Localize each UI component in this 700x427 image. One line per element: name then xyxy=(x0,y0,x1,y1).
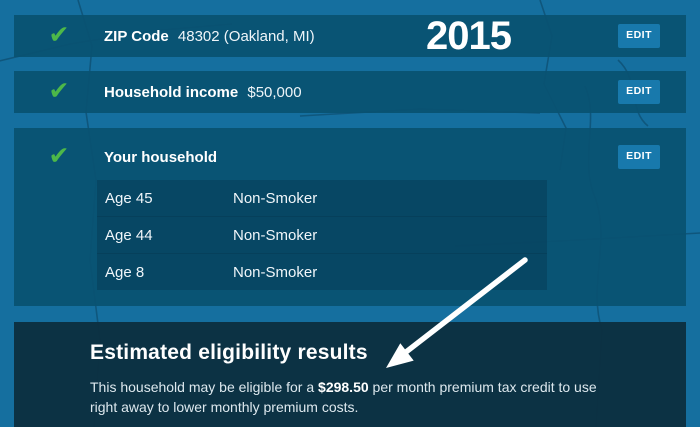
member-smoker-status: Non-Smoker xyxy=(233,263,318,281)
household-income-panel: ✔ Household income $50,000 EDIT xyxy=(14,71,686,113)
member-age: Age 44 xyxy=(105,226,153,244)
income-text: Household income $50,000 xyxy=(104,84,302,101)
member-age: Age 8 xyxy=(105,263,145,281)
household-members-table: Age 45 Non-Smoker Age 44 Non-Smoker Age … xyxy=(97,180,547,290)
household-edit-button[interactable]: EDIT xyxy=(618,145,660,169)
table-row: Age 45 Non-Smoker xyxy=(97,180,547,216)
zip-code-value: 48302 (Oakland, MI) xyxy=(177,27,315,45)
zip-code-label: ZIP Code xyxy=(104,27,169,45)
results-text-after: per month premium tax credit to use righ… xyxy=(90,379,597,415)
results-text: This household may be eligible for a $29… xyxy=(90,377,602,417)
eligibility-results-panel: Estimated eligibility results This house… xyxy=(14,322,686,427)
your-household-panel: ✔ Your household EDIT Age 45 Non-Smoker … xyxy=(14,128,686,306)
zip-edit-button[interactable]: EDIT xyxy=(618,24,660,48)
table-row: Age 44 Non-Smoker xyxy=(97,216,547,253)
check-icon: ✔ xyxy=(48,20,70,49)
check-icon: ✔ xyxy=(48,141,70,170)
income-value: $50,000 xyxy=(247,83,302,101)
household-label: Your household xyxy=(104,148,218,166)
zip-code-text: ZIP Code 48302 (Oakland, MI) xyxy=(104,28,315,45)
year-badge: 2015 xyxy=(426,14,512,58)
income-label: Household income xyxy=(104,83,239,101)
premium-amount: $298.50 xyxy=(318,379,369,395)
member-age: Age 45 xyxy=(105,189,153,207)
member-smoker-status: Non-Smoker xyxy=(233,189,318,207)
member-smoker-status: Non-Smoker xyxy=(233,226,318,244)
table-row: Age 8 Non-Smoker xyxy=(97,253,547,290)
results-text-before: This household may be eligible for a xyxy=(90,379,319,395)
zip-code-panel: ✔ ZIP Code 48302 (Oakland, MI) EDIT 2015 xyxy=(14,15,686,57)
check-icon: ✔ xyxy=(48,76,70,105)
results-title: Estimated eligibility results xyxy=(90,341,368,364)
income-edit-button[interactable]: EDIT xyxy=(618,80,660,104)
